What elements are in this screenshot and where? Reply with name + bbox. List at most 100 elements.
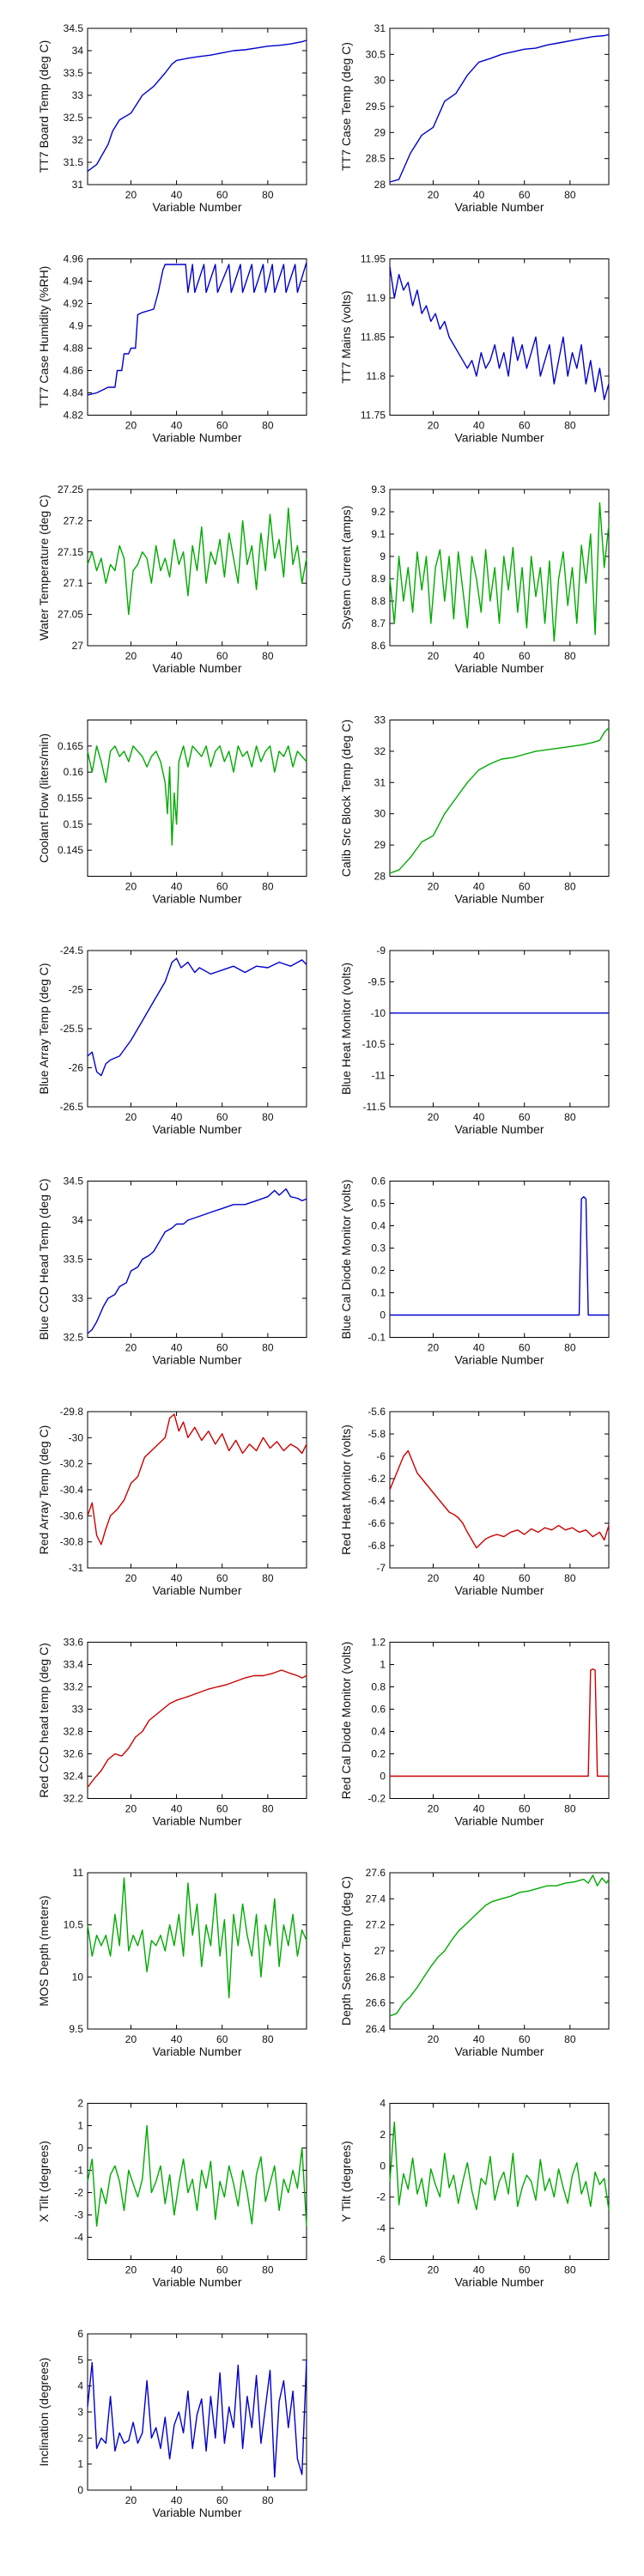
- y-tick-label: 0.8: [371, 1681, 386, 1693]
- y-tick-label: 0: [380, 2160, 386, 2172]
- x-tick-label: 20: [125, 189, 137, 201]
- y-tick-label: 8.8: [371, 595, 386, 607]
- y-tick-label: 27.05: [58, 609, 83, 621]
- chart-panel-8: 20 40 60 80 28 29 30 31 32 33 Variable Number Calib…: [339, 714, 610, 906]
- y-tick-label: 27: [374, 1945, 386, 1957]
- y-tick-label: 0.145: [58, 844, 83, 856]
- y-tick-label: -1: [74, 2165, 83, 2177]
- x-tick-label: 40: [473, 420, 485, 432]
- y-axis-label: Water Temperature (deg C): [37, 495, 51, 641]
- y-tick-label: 11.9: [367, 292, 386, 304]
- y-tick-label: 11.8: [367, 370, 386, 382]
- y-tick-label: 26.8: [366, 1971, 386, 1983]
- y-axis-label: Calib Src Block Temp (deg C): [339, 720, 353, 877]
- y-tick-label: 27.25: [58, 483, 83, 495]
- y-tick-label: 27.2: [64, 514, 84, 526]
- x-tick-label: 80: [564, 650, 576, 662]
- y-axis-label: Blue Array Temp (deg C): [37, 963, 51, 1094]
- x-tick-label: 80: [564, 2033, 576, 2045]
- y-tick-label: -10: [371, 1007, 386, 1019]
- y-tick-label: -9.5: [368, 975, 386, 987]
- y-tick-label: 0.6: [371, 1176, 386, 1188]
- y-tick-label: 4: [380, 2098, 386, 2110]
- y-tick-label: 31: [374, 22, 386, 34]
- x-tick-label: 40: [171, 1111, 183, 1123]
- x-axis-label: Variable Number: [152, 2506, 241, 2519]
- series-line: [87, 262, 307, 396]
- y-axis-label: Depth Sensor Temp (deg C): [339, 1876, 353, 2026]
- chart-panel-15: 20 40 60 80 32.2 32.4 32.6 32.8 33 33.2 33.4 33.6 Va…: [37, 1637, 307, 1828]
- y-tick-label: 34: [72, 1214, 84, 1226]
- y-axis-label: TT7 Board Temp (deg C): [37, 40, 51, 173]
- y-tick-label: 30: [374, 75, 386, 87]
- x-tick-label: 60: [519, 1572, 531, 1584]
- y-tick-label: -0.1: [368, 1332, 386, 1344]
- y-tick-label: 29: [374, 839, 386, 851]
- x-axis-label: Variable Number: [454, 2275, 544, 2289]
- plot-area: [87, 2103, 307, 2260]
- y-axis-label: Red Array Temp (deg C): [37, 1425, 51, 1555]
- plot-area: [87, 720, 307, 877]
- y-tick-label: -0.2: [368, 1793, 386, 1805]
- y-tick-label: -9: [376, 945, 386, 957]
- chart-panel-7: 20 40 60 80 0.145 0.15 0.155 0.16 0.165 Variable …: [37, 720, 307, 906]
- y-tick-label: 0.16: [64, 766, 84, 778]
- y-tick-label: 4.82: [64, 410, 84, 422]
- y-tick-label: 5: [77, 2354, 83, 2366]
- y-tick-label: 31: [374, 776, 386, 788]
- x-tick-label: 20: [428, 650, 440, 662]
- x-tick-label: 60: [216, 1342, 228, 1354]
- chart-panel-9: 20 40 60 80 -26.5 -26 -25.5 -25 -24.5 Variable Nu…: [37, 945, 307, 1136]
- plot-area: [389, 27, 610, 185]
- y-tick-label: 8.6: [371, 640, 386, 652]
- y-tick-label: -31: [69, 1562, 84, 1574]
- chart-panel-1: 20 40 60 80 31 31.5 32 32.5 33 33.5 34 34.5 Variable…: [37, 22, 307, 214]
- series-line: [389, 501, 610, 642]
- x-tick-label: 20: [428, 2264, 440, 2276]
- y-tick-label: 27.6: [366, 1867, 386, 1879]
- x-axis-label: Variable Number: [454, 200, 544, 214]
- x-tick-label: 20: [428, 1111, 440, 1123]
- x-tick-label: 60: [519, 1803, 531, 1815]
- x-axis-label: Variable Number: [454, 1122, 544, 1136]
- y-tick-label: 8.7: [371, 617, 386, 629]
- y-tick-label: 0.155: [58, 793, 83, 805]
- y-tick-label: 34.5: [64, 1176, 84, 1188]
- y-tick-label: -29.8: [60, 1406, 84, 1418]
- y-tick-label: 2: [77, 2432, 83, 2444]
- x-tick-label: 20: [428, 1342, 440, 1354]
- plot-area: [389, 1181, 610, 1338]
- series-line: [87, 2360, 307, 2478]
- y-tick-label: 4.96: [64, 253, 84, 265]
- x-tick-label: 80: [564, 1803, 576, 1815]
- x-axis-label: Variable Number: [152, 200, 241, 214]
- y-axis-label: Red Cal Diode Monitor (volts): [339, 1642, 353, 1800]
- x-tick-label: 40: [171, 2264, 183, 2276]
- y-tick-label: 11.85: [361, 331, 386, 343]
- y-tick-label: 29.5: [366, 100, 386, 112]
- chart-panel-18: 20 40 60 80 26.4 26.6 26.8 27 27.2 27.4 27.6 Variab…: [339, 1867, 610, 2058]
- y-tick-label: -3: [74, 2209, 83, 2221]
- y-tick-label: -11: [372, 1070, 386, 1082]
- x-tick-label: 60: [519, 2033, 531, 2045]
- y-tick-label: -6.6: [368, 1517, 386, 1529]
- y-axis-label: TT7 Case Humidity (%RH): [37, 266, 51, 409]
- x-tick-label: 20: [125, 2494, 137, 2506]
- chart-panel-5: 20 40 60 80 27 27.05 27.1 27.15 27.2 27.25 Variabl…: [37, 483, 307, 675]
- plot-area: [389, 489, 610, 647]
- y-tick-label: 30.5: [366, 48, 386, 60]
- y-tick-label: 26.4: [366, 2023, 386, 2035]
- y-tick-label: 0.4: [371, 1220, 386, 1232]
- y-tick-label: 3: [77, 2406, 83, 2418]
- y-axis-label: Y Tilt (degrees): [339, 2141, 353, 2222]
- x-axis-label: Variable Number: [152, 1814, 241, 1828]
- y-tick-label: 4: [77, 2380, 83, 2392]
- x-tick-label: 60: [519, 2264, 531, 2276]
- y-tick-label: 8.9: [371, 573, 386, 585]
- x-tick-label: 60: [519, 1342, 531, 1354]
- x-tick-label: 40: [473, 881, 485, 893]
- series-line: [87, 1188, 307, 1334]
- x-tick-label: 40: [171, 1572, 183, 1584]
- x-tick-label: 80: [564, 1111, 576, 1123]
